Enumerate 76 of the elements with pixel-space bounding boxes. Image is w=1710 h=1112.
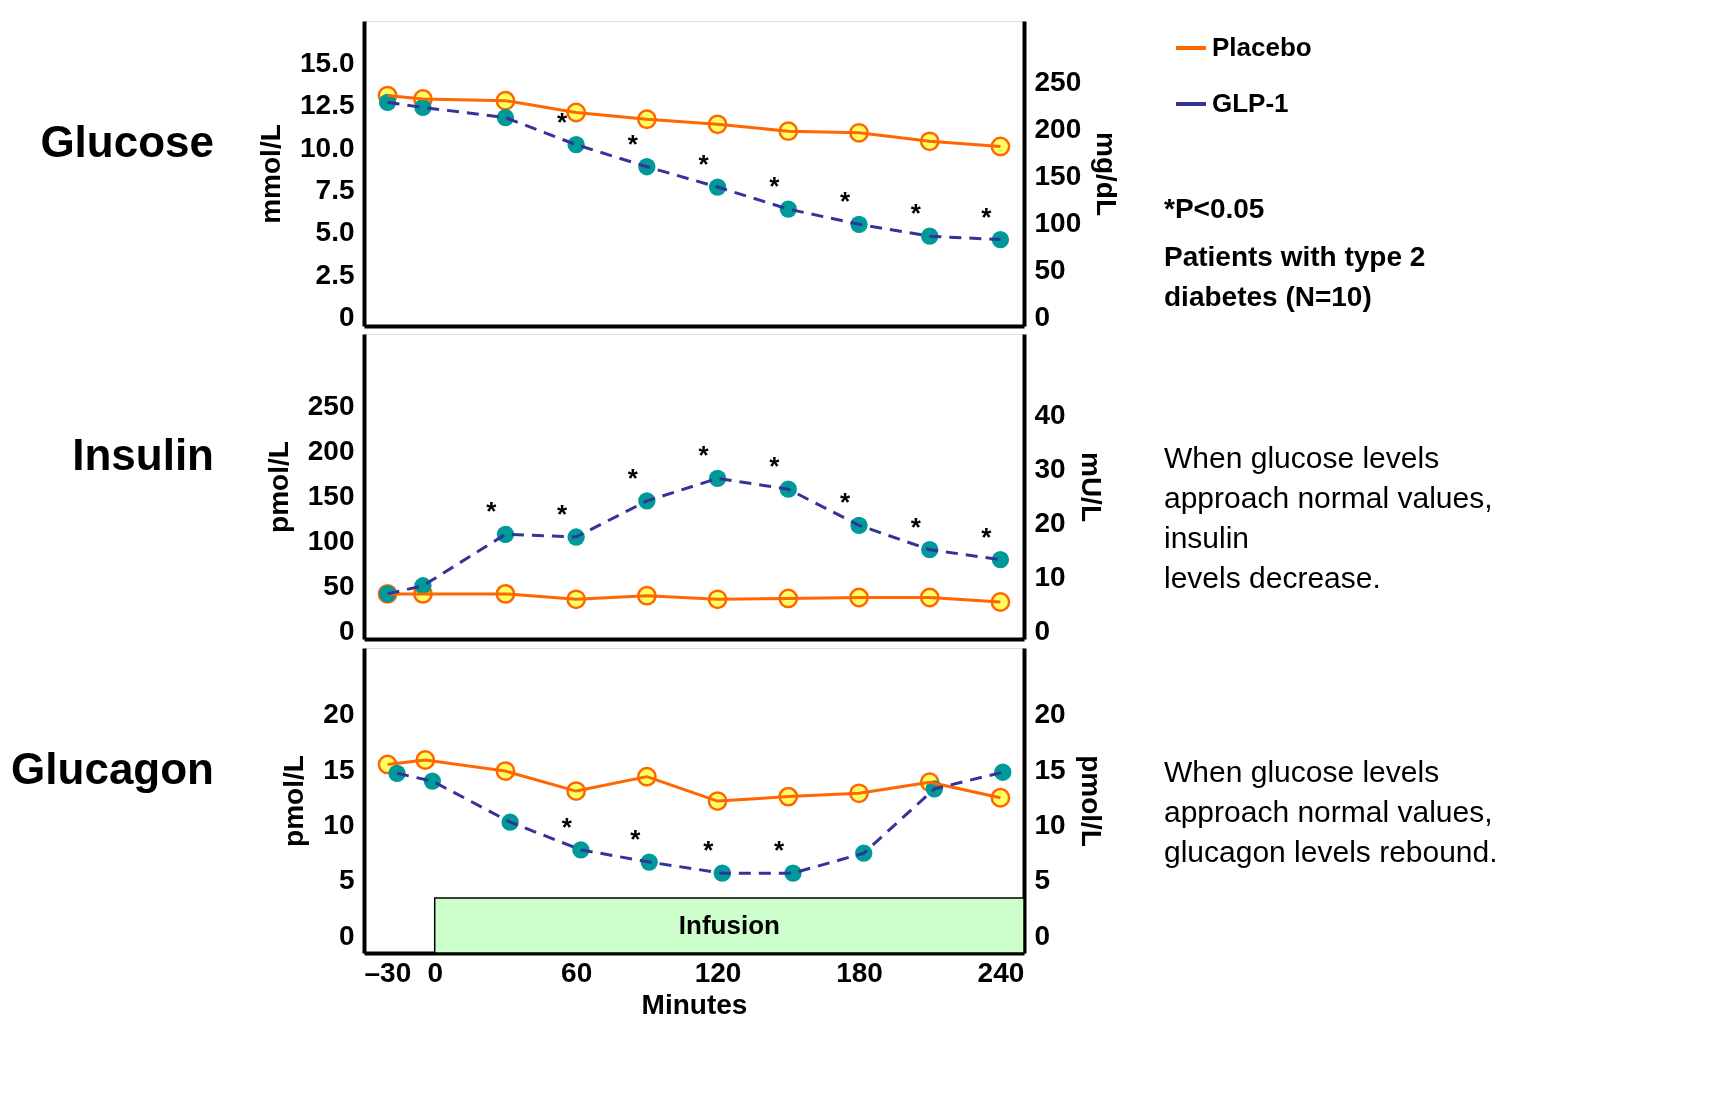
annotation: *	[703, 835, 715, 866]
y2-tick-label: 50	[1034, 253, 1066, 285]
y-tick-label: 50	[323, 570, 355, 602]
x-tick-label: 120	[694, 956, 742, 988]
y2-tick-label: 30	[1034, 452, 1066, 484]
y-tick-label: 100	[307, 525, 355, 557]
x-tick-label: 60	[561, 956, 593, 988]
text: Patients with type 2 diabetes (N=10)	[1164, 241, 1426, 312]
y-tick-label: 10	[323, 808, 355, 840]
y-tick-label: 150	[307, 479, 355, 511]
annotation: *	[769, 171, 781, 202]
y-tick-label: 0	[338, 301, 355, 333]
x-tick-label: –30	[364, 956, 412, 988]
y2-tick-label: 0	[1034, 615, 1051, 647]
legend-label: GLP-1	[1212, 88, 1289, 118]
y2-tick-label: 150	[1034, 159, 1082, 191]
y2-tick-label: 10	[1034, 808, 1066, 840]
annotation: *	[910, 511, 922, 542]
y2-tick-label: 250	[1034, 65, 1082, 97]
y-tick-label: 5	[338, 864, 355, 896]
annotation: *	[981, 201, 993, 232]
annotation: *	[839, 487, 851, 518]
text: Glucagon	[11, 743, 214, 793]
legend-label: Placebo	[1212, 32, 1312, 62]
y-axis-title: pmol/L	[262, 441, 294, 533]
y-tick-label: 250	[307, 389, 355, 421]
y-tick-label: 15.0	[300, 46, 355, 78]
y-axis-title: mmol/L	[255, 124, 286, 224]
y-axis-title: pmol/L	[278, 755, 310, 847]
annotation: *	[630, 824, 642, 855]
annotation: *	[561, 811, 573, 842]
annotation: *	[769, 451, 781, 482]
annotation: *	[773, 835, 785, 866]
annotation: *	[627, 462, 639, 493]
y2-tick-label: 40	[1034, 398, 1066, 430]
y-tick-label: 0	[338, 615, 355, 647]
y2-axis-title: mg/dL	[1091, 132, 1123, 216]
text: When glucose levels approach normal values, glucagon levels rebound.	[1164, 755, 1498, 868]
y-tick-label: 15	[323, 753, 355, 785]
text: Insulin	[72, 429, 214, 479]
y2-tick-label: 200	[1034, 112, 1082, 144]
x-tick-label: 180	[836, 956, 883, 988]
y2-tick-label: 100	[1034, 206, 1082, 238]
band-label: Infusion	[678, 910, 780, 940]
x-tick-label: 0	[427, 956, 443, 988]
y-tick-label: 2.5	[315, 258, 355, 290]
y-tick-label: 200	[307, 434, 355, 466]
y-tick-label: 10.0	[300, 131, 355, 163]
annotation: *	[486, 496, 498, 527]
y2-tick-label: 5	[1034, 864, 1051, 896]
y2-tick-label: 10	[1034, 561, 1066, 593]
y-tick-label: 20	[323, 698, 355, 730]
y-tick-label: 7.5	[315, 173, 355, 205]
x-axis-title: Minutes	[641, 988, 748, 1020]
text: When glucose levels approach normal values, insulin levels decrease.	[1164, 441, 1493, 594]
y-tick-label: 5.0	[315, 216, 355, 248]
annotation: *	[839, 186, 851, 217]
y2-tick-label: 0	[1034, 919, 1051, 951]
y2-tick-label: 0	[1034, 301, 1051, 333]
y2-tick-label: 20	[1034, 698, 1066, 730]
annotation: *	[698, 149, 710, 180]
annotation: *	[910, 198, 922, 229]
annotation: *	[698, 440, 710, 471]
y-tick-label: 12.5	[300, 89, 355, 121]
annotation: *	[557, 499, 569, 530]
text: *P<0.05	[1164, 193, 1265, 224]
annotation: *	[557, 106, 569, 137]
x-tick-label: 240	[977, 956, 1025, 988]
y2-axis-title: pmol/L	[1075, 755, 1107, 847]
y2-axis-title: mU/L	[1075, 452, 1107, 522]
annotation: *	[627, 128, 639, 159]
y2-tick-label: 20	[1034, 507, 1066, 539]
text: Glucose	[40, 116, 214, 166]
y2-tick-label: 15	[1034, 753, 1066, 785]
y-tick-label: 0	[338, 919, 355, 951]
annotation: *	[981, 521, 993, 552]
